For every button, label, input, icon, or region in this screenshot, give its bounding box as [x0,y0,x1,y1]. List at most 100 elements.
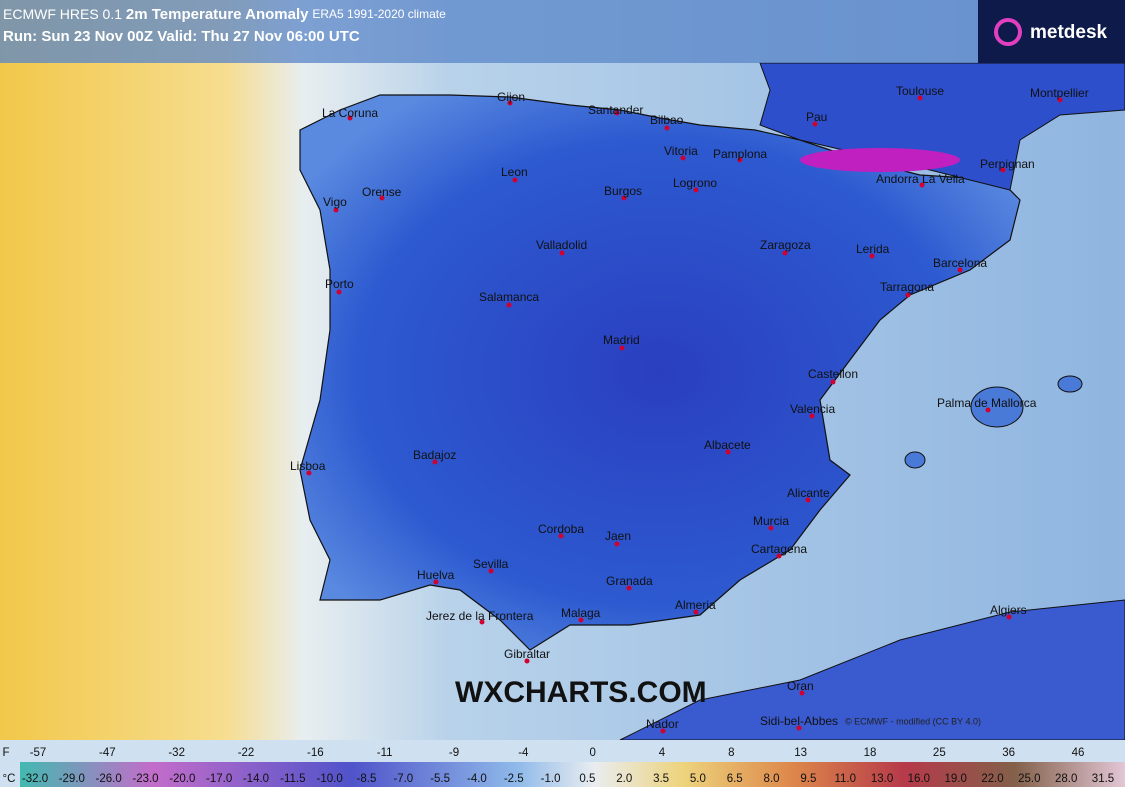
climate: ERA5 1991-2020 climate [312,7,446,21]
credit: © ECMWF - modified (CC BY 4.0) [845,716,981,726]
c-label: -2.5 [504,773,524,785]
c-label: 22.0 [981,773,1003,785]
city-dot [693,609,699,615]
city-label: Oran [787,679,814,693]
f-label: -47 [99,747,116,759]
city-dot [507,100,513,106]
city-label: Sidi-bel-Abbes [760,714,838,728]
f-label: -32 [168,747,185,759]
city-dot [737,157,743,163]
city-dot [664,125,670,131]
city-dot [957,267,963,273]
city-label: Sevilla [473,557,509,571]
city-dot [660,728,666,734]
c-label: 5.0 [690,773,706,785]
brand: metdesk [1030,22,1108,43]
city-dot [1000,167,1006,173]
city-label: Huelva [417,568,455,582]
city-label: Tarragona [880,280,934,294]
c-label: -11.5 [280,773,305,785]
city-dot [680,155,686,161]
city-dot [905,292,911,298]
c-label: -29.0 [59,773,85,785]
city-dot [506,302,512,308]
brand-box [978,0,1125,63]
city-label: Albacete [704,438,751,452]
city-label: Almeria [675,598,716,612]
f-label: 8 [728,747,734,759]
city-dot [830,379,836,385]
f-label: 46 [1072,747,1085,759]
city-label: Zaragoza [760,238,811,252]
city-dot [619,345,625,351]
c-label: 0.5 [579,773,595,785]
city-label: Madrid [603,333,640,347]
menorca [1057,375,1083,393]
colorbar [20,762,1125,787]
city-dot [725,449,731,455]
ibiza [904,451,926,469]
city-label: Palma de Mallorca [937,396,1037,410]
city-label: Gijon [497,90,525,104]
city-label: Bilbao [650,113,684,127]
city-dot [379,195,385,201]
iberia [299,94,1021,651]
city-dot [776,553,782,559]
city-dot [432,459,438,465]
f-label: -4 [518,747,529,759]
city-dot [1006,614,1012,620]
city-dot [768,525,774,531]
city-label: Cartagena [751,542,807,556]
city-label: Lerida [856,242,890,256]
city-label: Badajoz [413,448,456,462]
model: ECMWF HRES 0.1 2m Temperature Anomaly ER… [3,6,446,23]
c-label: -26.0 [96,773,122,785]
run-info: Run: Sun 23 Nov 00Z Valid: Thu 27 Nov 06… [3,28,360,45]
city-label: Barcelona [933,256,987,270]
anomaly-peak [800,148,960,172]
city-label: La Coruna [322,106,378,120]
c-label: -10.0 [317,773,343,785]
c-label: 13.0 [871,773,893,785]
city-dot [869,253,875,259]
city-dot [558,533,564,539]
city-label: Logrono [673,176,717,190]
city-dot [512,177,518,183]
c-label: -5.5 [430,773,450,785]
city-dot [917,95,923,101]
c-label: 2.0 [616,773,632,785]
city-label: Castellon [808,367,858,381]
c-label: 31.5 [1092,773,1114,785]
city-dot [812,121,818,127]
city-dot [479,619,485,625]
f-label: -57 [30,747,47,759]
city-dot [488,568,494,574]
city-label: Burgos [604,184,642,198]
c-label: 11.0 [834,773,856,785]
city-label: Algiers [990,603,1027,617]
city-dot [347,115,353,121]
f-label: 36 [1002,747,1015,759]
brand-logo [994,18,1022,46]
c-label: 25.0 [1018,773,1040,785]
f-label: -11 [377,747,393,759]
city-label: Pau [806,110,827,124]
city-label: Valladolid [536,238,587,252]
model-name: ECMWF HRES 0.1 [3,6,122,22]
city-dot [524,658,530,664]
f-label: 13 [794,747,807,759]
city-dot [433,579,439,585]
c-label: -17.0 [206,773,232,785]
city-dot [1057,97,1063,103]
city-dot [578,617,584,623]
city-dot [809,413,815,419]
city-label: Cordoba [538,522,584,536]
city-label: Perpignan [980,157,1035,171]
city-dot [333,207,339,213]
city-dot [614,541,620,547]
c-label: 19.0 [944,773,966,785]
city-label: Pamplona [713,147,767,161]
c-label: 8.0 [764,773,780,785]
c-label: -8.5 [357,773,377,785]
